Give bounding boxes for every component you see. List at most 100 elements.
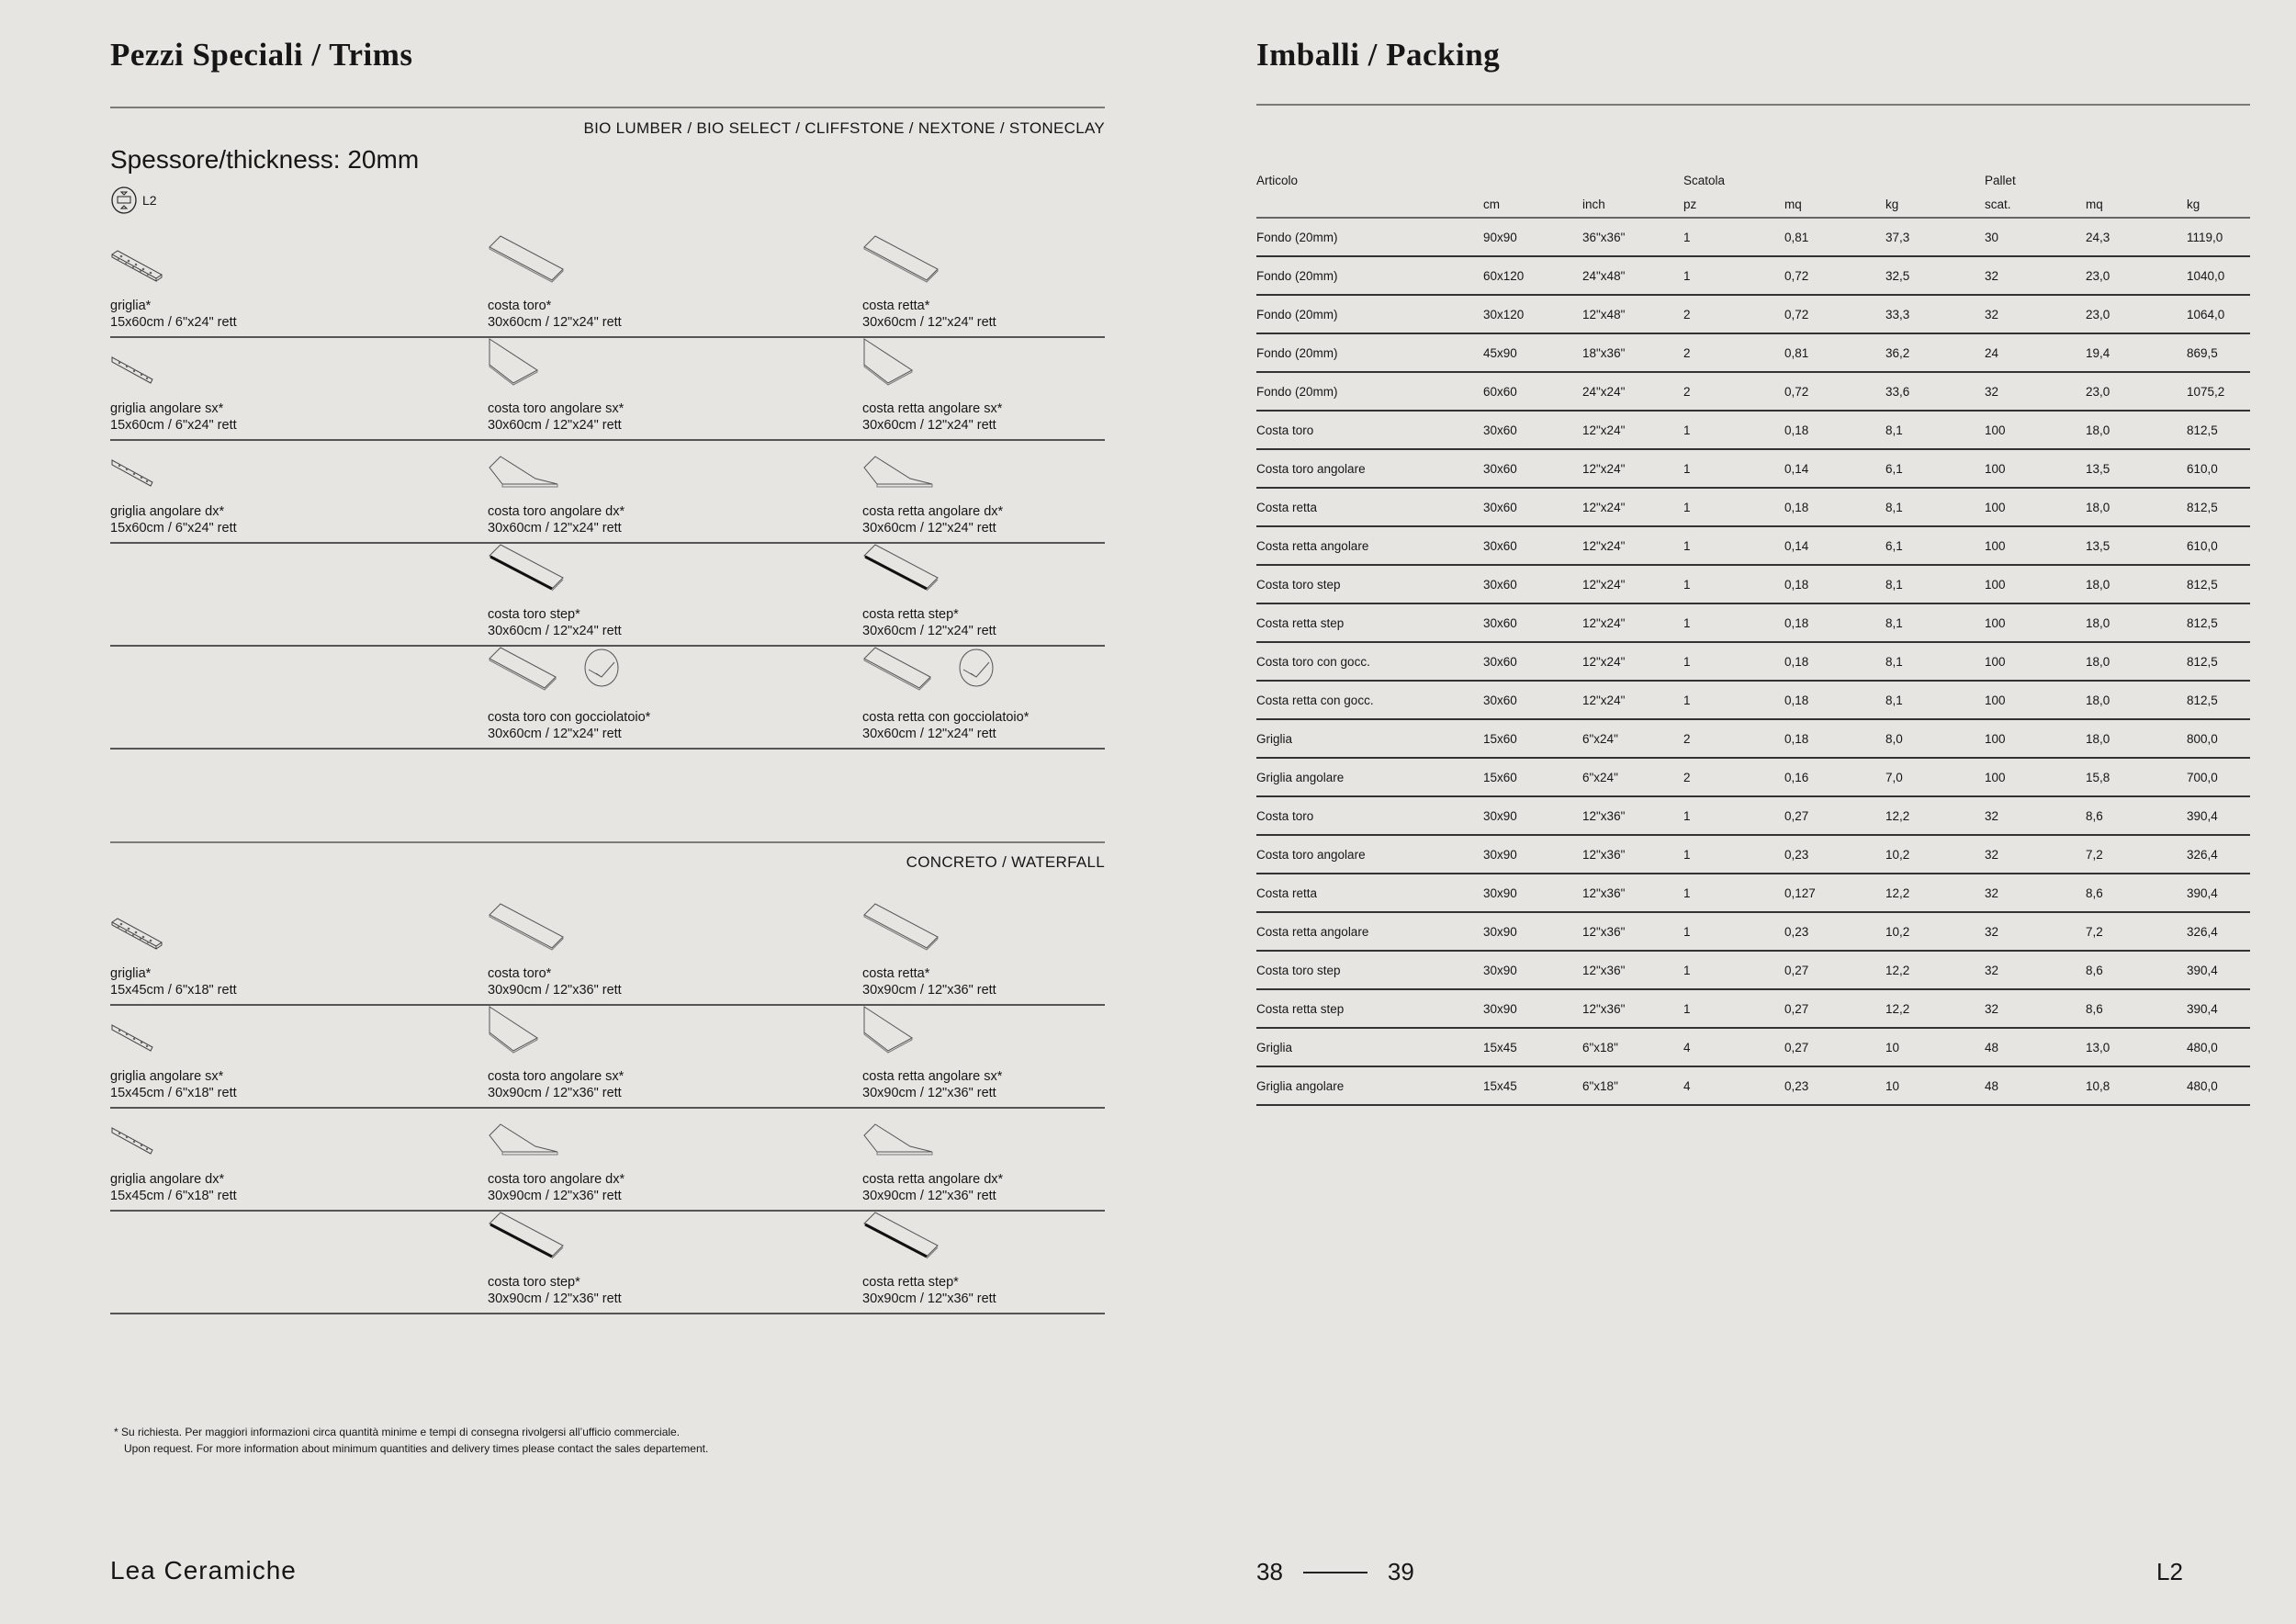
trim-item: costa retta* 30x60cm / 12"x24" rett xyxy=(862,235,996,331)
value-cell: 6,1 xyxy=(1885,449,1985,489)
table-row: Costa retta con gocc. 30x60 12"x24" 1 0,18 8,… xyxy=(1256,681,2250,720)
value-cell: 6"x24" xyxy=(1582,719,1683,759)
value-cell: 12,2 xyxy=(1885,796,1985,836)
value-cell: 8,1 xyxy=(1885,603,1985,643)
value-cell: 100 xyxy=(1985,526,2086,566)
trim-row: costa toro step* 30x60cm / 12"x24" rett co… xyxy=(110,544,1105,647)
value-cell: 812,5 xyxy=(2187,681,2250,720)
value-cell: 1 xyxy=(1683,565,1784,604)
value-cell: 24"x48" xyxy=(1582,256,1683,296)
value-cell: 0,23 xyxy=(1784,1066,1885,1106)
angle-sx-trim-icon xyxy=(862,337,940,391)
value-cell: 6,1 xyxy=(1885,526,1985,566)
value-cell: 8,1 xyxy=(1885,488,1985,527)
value-cell: 18,0 xyxy=(2086,719,2187,759)
step-trim-icon xyxy=(862,543,940,597)
plate-trim-icon xyxy=(488,902,565,956)
trim-name: griglia angolare dx* xyxy=(110,1172,225,1187)
trim-size: 30x90cm / 12"x36" rett xyxy=(862,1291,996,1306)
table-row: Costa retta 30x60 12"x24" 1 0,18 8,1 100 18,0 81… xyxy=(1256,488,2250,527)
trim-name: costa retta step* xyxy=(862,607,959,622)
page-left: 38 xyxy=(1256,1558,1283,1585)
value-cell: 2 xyxy=(1683,372,1784,412)
value-cell: 12,2 xyxy=(1885,874,1985,913)
value-cell: 8,6 xyxy=(2086,951,2187,990)
value-cell: 100 xyxy=(1985,488,2086,527)
value-cell: 12,2 xyxy=(1885,951,1985,990)
value-cell: 8,1 xyxy=(1885,411,1985,450)
value-cell: 10,2 xyxy=(1885,835,1985,874)
column-header xyxy=(1256,187,1483,219)
value-cell: 30x60 xyxy=(1483,603,1582,643)
value-cell: 18,0 xyxy=(2086,488,2187,527)
divider xyxy=(110,841,1105,843)
value-cell: 8,6 xyxy=(2086,874,2187,913)
section2-brands: CONCRETO / WATERFALL xyxy=(906,853,1105,871)
value-cell: 0,14 xyxy=(1784,526,1885,566)
trim-name: griglia angolare sx* xyxy=(110,1069,224,1084)
trim-item: griglia angolare sx* 15x60cm / 6"x24" ret… xyxy=(110,356,237,434)
value-cell: 2 xyxy=(1683,719,1784,759)
table-row: Costa retta angolare 30x90 12"x36" 1 0,23 10,… xyxy=(1256,912,2250,952)
article-cell: Costa toro xyxy=(1256,796,1483,836)
trim-item: griglia angolare sx* 15x45cm / 6"x18" ret… xyxy=(110,1024,237,1101)
trim-item: costa retta angolare dx* 30x60cm / 12"x24… xyxy=(862,456,1003,536)
value-cell: 8,6 xyxy=(2086,989,2187,1029)
value-cell: 4 xyxy=(1683,1066,1784,1106)
value-cell: 0,16 xyxy=(1784,758,1885,797)
value-cell: 37,3 xyxy=(1885,218,1985,257)
trim-name: griglia angolare sx* xyxy=(110,401,224,416)
value-cell: 800,0 xyxy=(2187,719,2250,759)
value-cell: 24"x24" xyxy=(1582,372,1683,412)
header-articolo: Articolo xyxy=(1256,174,1299,187)
article-cell: Costa retta angolare xyxy=(1256,912,1483,952)
trim-size: 15x45cm / 6"x18" rett xyxy=(110,1086,237,1100)
value-cell: 13,5 xyxy=(2086,449,2187,489)
trim-item: costa toro angolare dx* 30x60cm / 12"x24"… xyxy=(488,456,625,536)
header-scatola: Scatola xyxy=(1683,174,1726,187)
value-cell: 0,23 xyxy=(1784,835,1885,874)
value-cell: 100 xyxy=(1985,603,2086,643)
plate-trim-icon xyxy=(488,234,565,288)
collection-code: L2 xyxy=(2156,1558,2183,1585)
value-cell: 0,72 xyxy=(1784,256,1885,296)
value-cell: 12"x24" xyxy=(1582,565,1683,604)
value-cell: 12"x36" xyxy=(1582,835,1683,874)
trim-size: 30x90cm / 12"x36" rett xyxy=(488,1291,622,1306)
trim-size: 30x60cm / 12"x24" rett xyxy=(488,315,622,330)
divider xyxy=(110,107,1105,108)
value-cell: 24 xyxy=(1985,333,2086,373)
value-cell: 12"x36" xyxy=(1582,989,1683,1029)
value-cell: 0,18 xyxy=(1784,681,1885,720)
trim-row: griglia* 15x45cm / 6"x18" rett costa toro*… xyxy=(110,903,1105,1006)
trim-item: costa toro angolare sx* 30x60cm / 12"x24"… xyxy=(488,338,624,434)
angle-sx-trim-icon xyxy=(488,1005,565,1059)
plate-trim-icon xyxy=(862,234,940,288)
angle-sx-trim-icon xyxy=(862,1005,940,1059)
trim-name: costa toro angolare dx* xyxy=(488,1172,625,1187)
value-cell: 390,4 xyxy=(2187,796,2250,836)
table-row: Costa toro con gocc. 30x60 12"x24" 1 0,18 8,1… xyxy=(1256,642,2250,682)
value-cell: 15x60 xyxy=(1483,719,1582,759)
trim-item: griglia* 15x45cm / 6"x18" rett xyxy=(110,918,237,998)
value-cell: 0,23 xyxy=(1784,912,1885,952)
article-cell: Fondo (20mm) xyxy=(1256,256,1483,296)
value-cell: 12"x48" xyxy=(1582,295,1683,334)
trim-item: costa retta step* 30x90cm / 12"x36" rett xyxy=(862,1212,996,1307)
step-trim-icon xyxy=(488,543,565,597)
value-cell: 30x90 xyxy=(1483,796,1582,836)
value-cell: 18"x36" xyxy=(1582,333,1683,373)
step-trim-icon xyxy=(488,1211,565,1265)
value-cell: 30x60 xyxy=(1483,681,1582,720)
article-cell: Griglia angolare xyxy=(1256,1066,1483,1106)
value-cell: 480,0 xyxy=(2187,1028,2250,1067)
value-cell: 0,127 xyxy=(1784,874,1885,913)
value-cell: 48 xyxy=(1985,1028,2086,1067)
table-row: Costa retta step 30x90 12"x36" 1 0,27 12,2 32 8… xyxy=(1256,989,2250,1029)
trim-name: costa toro step* xyxy=(488,607,580,622)
value-cell: 12"x24" xyxy=(1582,526,1683,566)
article-cell: Fondo (20mm) xyxy=(1256,218,1483,257)
column-header: kg xyxy=(2187,187,2250,219)
value-cell: 7,2 xyxy=(2086,835,2187,874)
trim-item: griglia angolare dx* 15x60cm / 6"x24" ret… xyxy=(110,459,237,536)
